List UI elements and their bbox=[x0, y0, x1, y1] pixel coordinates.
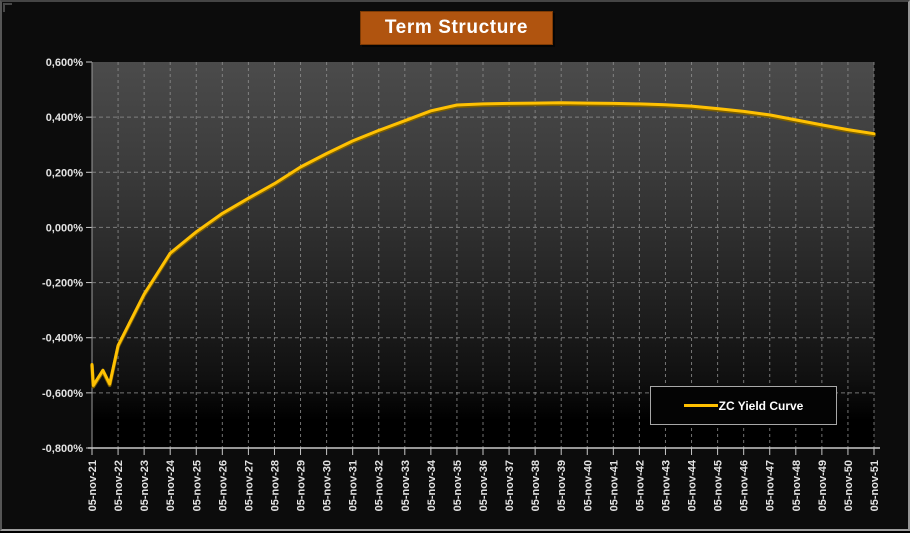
x-tick-label: 05-nov-46 bbox=[739, 460, 751, 511]
x-tick-label: 05-nov-51 bbox=[869, 460, 881, 511]
x-tick-label: 05-nov-21 bbox=[87, 460, 99, 511]
x-tick-label: 05-nov-34 bbox=[426, 459, 438, 511]
x-tick-label: 05-nov-32 bbox=[374, 460, 386, 511]
legend-box[interactable]: ZC Yield Curve bbox=[650, 386, 837, 425]
x-tick-label: 05-nov-41 bbox=[608, 460, 620, 511]
x-tick-label: 05-nov-25 bbox=[191, 460, 203, 511]
x-tick-label: 05-nov-22 bbox=[113, 460, 125, 511]
y-tick-label: 0,000% bbox=[46, 222, 84, 234]
legend-line-swatch bbox=[683, 404, 718, 407]
y-tick-label: 0,600% bbox=[46, 57, 84, 69]
chart-title: Term Structure bbox=[360, 11, 553, 45]
y-tick-label: 0,200% bbox=[46, 167, 84, 179]
legend-label: ZC Yield Curve bbox=[718, 398, 804, 413]
x-tick-label: 05-nov-37 bbox=[504, 460, 516, 511]
x-tick-label: 05-nov-33 bbox=[400, 460, 412, 511]
x-tick-label: 05-nov-31 bbox=[348, 460, 360, 511]
y-tick-label: -0,200% bbox=[42, 278, 83, 290]
y-tick-label: -0,600% bbox=[42, 388, 83, 400]
x-tick-label: 05-nov-23 bbox=[139, 460, 151, 511]
x-tick-label: 05-nov-42 bbox=[634, 460, 646, 511]
x-tick-label: 05-nov-30 bbox=[322, 460, 334, 511]
y-tick-label: 0,400% bbox=[46, 112, 84, 124]
x-tick-label: 05-nov-39 bbox=[556, 460, 568, 511]
x-tick-label: 05-nov-27 bbox=[243, 460, 255, 511]
x-tick-label: 05-nov-38 bbox=[530, 460, 542, 511]
window-corner-grip bbox=[3, 3, 12, 12]
x-tick-label: 05-nov-26 bbox=[217, 460, 229, 511]
x-tick-label: 05-nov-44 bbox=[687, 459, 699, 511]
x-tick-label: 05-nov-43 bbox=[660, 460, 672, 511]
x-tick-label: 05-nov-45 bbox=[713, 460, 725, 511]
y-tick-label: -0,800% bbox=[42, 443, 83, 455]
x-tick-label: 05-nov-48 bbox=[791, 460, 803, 511]
x-tick-label: 05-nov-36 bbox=[478, 460, 490, 511]
x-tick-label: 05-nov-40 bbox=[582, 460, 594, 511]
x-tick-label: 05-nov-50 bbox=[843, 460, 855, 511]
x-tick-label: 05-nov-24 bbox=[165, 459, 177, 511]
x-tick-label: 05-nov-29 bbox=[296, 460, 308, 511]
x-tick-label: 05-nov-49 bbox=[817, 460, 829, 511]
zc-yield-curve-path bbox=[90, 101, 876, 387]
y-tick-label: -0,400% bbox=[42, 333, 83, 345]
x-tick-label: 05-nov-28 bbox=[269, 460, 281, 511]
x-tick-label: 05-nov-47 bbox=[765, 460, 777, 511]
x-tick-label: 05-nov-35 bbox=[452, 460, 464, 511]
